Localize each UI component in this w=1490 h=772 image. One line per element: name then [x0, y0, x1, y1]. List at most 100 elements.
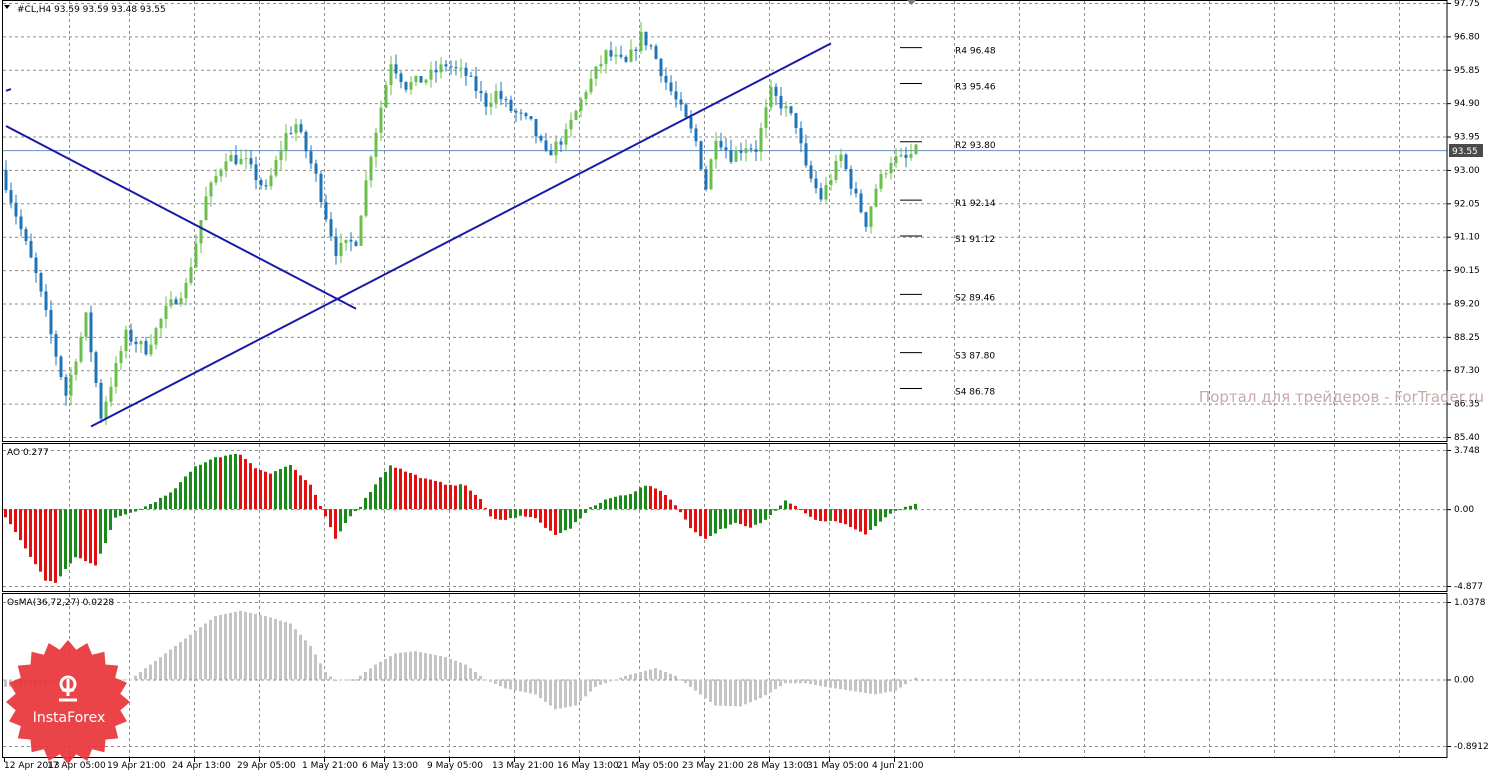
ao-bar — [774, 509, 777, 511]
ao-bar — [94, 509, 97, 566]
ao-bar — [829, 509, 832, 521]
osma-bar — [424, 653, 427, 680]
osma-bar — [814, 679, 817, 686]
ao-bar — [784, 500, 787, 510]
candle — [299, 119, 303, 134]
osma-bar — [489, 679, 492, 682]
ao-bar — [379, 477, 382, 510]
osma-bar — [564, 679, 567, 708]
y-tick-label: 90.15 — [1454, 266, 1480, 276]
osma-bar — [229, 612, 232, 680]
ao-bar — [144, 506, 147, 510]
ao-bar — [324, 509, 327, 517]
osma-bar — [609, 679, 612, 682]
ao-bar — [424, 478, 427, 510]
candle — [134, 337, 138, 353]
osma-bar — [539, 679, 542, 699]
osma-bar — [194, 630, 197, 680]
candle — [159, 317, 163, 338]
osma-bar — [224, 613, 227, 680]
osma-bar — [259, 614, 262, 680]
osma-bar — [454, 660, 457, 680]
ao-bar — [779, 505, 782, 510]
osma-bar — [269, 617, 272, 680]
trendlines[interactable] — [5, 42, 832, 428]
osma-bar — [434, 655, 437, 680]
candle — [909, 143, 913, 161]
osma-bar — [914, 677, 917, 680]
candle — [49, 300, 53, 344]
osma-bar — [509, 679, 512, 690]
ao-bar — [849, 509, 852, 528]
ao-bar — [459, 484, 462, 510]
ao-bar — [109, 509, 112, 530]
ao-bar — [864, 509, 867, 535]
y-tick-label: 86.35 — [1454, 400, 1480, 410]
candle — [144, 336, 148, 356]
osma-bar — [859, 679, 862, 693]
candle — [229, 149, 233, 162]
candle — [274, 155, 278, 178]
ao-bar — [49, 509, 52, 582]
x-tick-label: 23 May 21:00 — [682, 761, 744, 771]
candle — [339, 233, 343, 264]
x-tick-label: 17 Apr 05:00 — [47, 761, 106, 771]
ao-bar — [794, 505, 797, 510]
osma-bar — [379, 661, 382, 680]
osma-bar — [484, 679, 487, 681]
osma-bar — [374, 664, 377, 680]
ao-bar — [484, 507, 487, 510]
candle — [689, 110, 693, 134]
osma-bar — [299, 634, 302, 680]
ao-bar — [824, 509, 827, 522]
y-tick-label: 96.80 — [1454, 32, 1480, 42]
osma-bar — [159, 657, 162, 680]
candle — [184, 277, 188, 306]
candle — [674, 81, 678, 108]
ao-bar — [739, 509, 742, 525]
ao-bar — [464, 485, 467, 510]
osma-bar — [569, 679, 572, 707]
ao-bar — [914, 503, 917, 510]
y-tick-label: 91.10 — [1454, 233, 1480, 243]
trendline — [5, 125, 357, 310]
osma-bar — [584, 679, 587, 697]
panel-frame-ao — [2, 443, 1448, 592]
osma-bar — [679, 679, 682, 681]
osma-bar — [644, 670, 647, 680]
ao-bar — [419, 478, 422, 510]
candle — [714, 132, 718, 169]
candle — [114, 356, 118, 394]
candle — [244, 149, 248, 170]
ao-bar — [449, 484, 452, 510]
ao-bar — [729, 509, 732, 525]
osma-bar — [554, 679, 557, 710]
y-tick-label: 93.95 — [1454, 133, 1480, 143]
ao-bar — [514, 509, 517, 518]
osma-bar — [709, 679, 712, 702]
osma-bar — [629, 674, 632, 680]
osma-bar — [789, 679, 792, 684]
ao-bar — [179, 482, 182, 510]
candle — [214, 168, 218, 186]
dropdown-icon[interactable] — [4, 5, 10, 9]
candle — [484, 90, 488, 116]
pivot-label: R3 95.46 — [955, 82, 996, 92]
osma-bar — [784, 679, 787, 684]
logo-mark-icon — [59, 675, 77, 702]
candle — [619, 45, 623, 59]
candle — [549, 143, 553, 156]
osma-bar — [534, 679, 537, 695]
pivot-label: S1 91.12 — [955, 235, 995, 245]
ao-bar — [214, 457, 217, 510]
candle — [859, 189, 863, 214]
osma-bar — [254, 613, 257, 680]
candle — [719, 132, 723, 151]
osma-bar — [699, 679, 702, 695]
y-tick-label: 94.90 — [1454, 99, 1480, 109]
ao-bar — [669, 499, 672, 510]
candle — [494, 83, 498, 109]
ao-bar — [359, 506, 362, 510]
